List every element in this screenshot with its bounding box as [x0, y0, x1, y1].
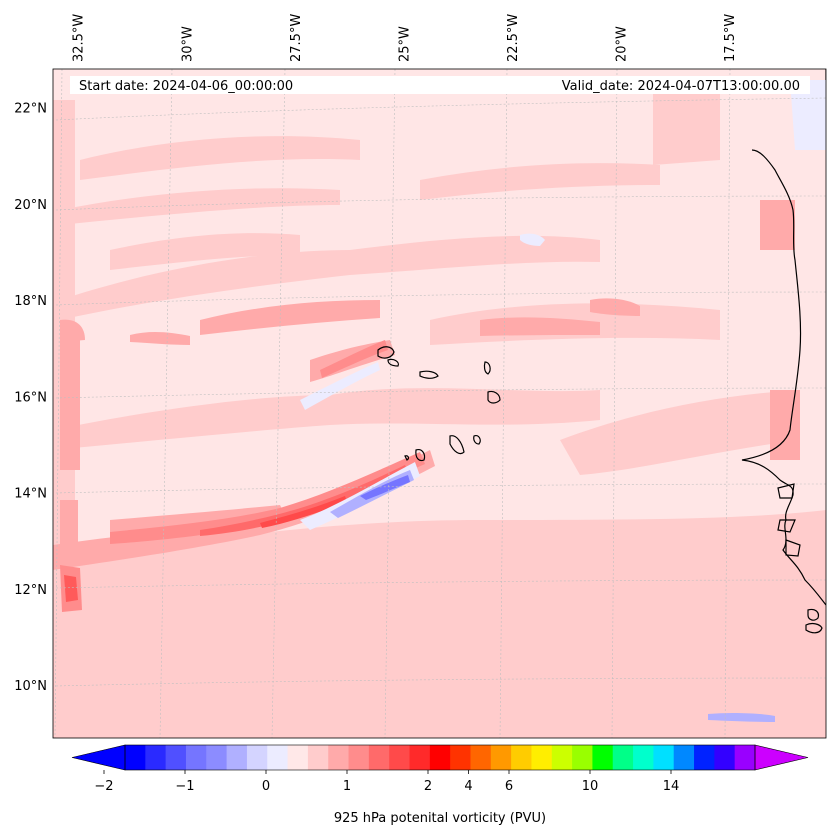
colorbar-swatch: [185, 745, 207, 770]
colorbar-swatch: [267, 745, 289, 770]
colorbar-tick-label: 10: [582, 779, 599, 794]
colorbar-swatch: [714, 745, 736, 770]
colorbar-swatch: [612, 745, 634, 770]
colorbar-label: 925 hPa potenital vorticity (PVU): [334, 811, 546, 826]
lon-tick-label: 20°W: [615, 26, 630, 62]
colorbar-swatch: [633, 745, 654, 770]
colorbar-tick-label: 2: [424, 779, 432, 794]
colorbar-swatch: [307, 745, 329, 770]
lat-tick-label: 10°N: [14, 679, 47, 694]
colorbar: −2 −1 0 1 2 4 6 10 14: [71, 744, 809, 794]
colorbar-swatch: [328, 745, 350, 770]
colorbar-swatch: [165, 745, 187, 770]
colorbar-swatch: [490, 745, 512, 770]
lon-tick-label: 30°W: [180, 26, 195, 62]
colorbar-swatch: [572, 745, 593, 770]
lon-tick-label: 25°W: [397, 26, 412, 62]
lat-tick-label: 20°N: [14, 198, 47, 213]
date-label-background: [70, 76, 810, 94]
colorbar-swatch: [673, 745, 695, 770]
colorbar-swatch: [246, 745, 268, 770]
colorbar-swatch: [734, 745, 756, 770]
colorbar-swatch: [287, 745, 309, 770]
lat-tick-label: 16°N: [14, 390, 47, 405]
lon-tick-label: 22.5°W: [506, 14, 521, 62]
colorbar-tick-label: −2: [94, 779, 113, 794]
colorbar-tick-label: 0: [262, 779, 270, 794]
colorbar-swatch: [531, 745, 553, 770]
lat-tick-label: 22°N: [14, 102, 47, 117]
colorbar-swatch: [511, 745, 532, 770]
graticule: [54, 69, 826, 738]
colorbar-under-extend: [71, 744, 126, 771]
colorbar-swatch: [450, 745, 471, 770]
colorbar-swatch: [653, 745, 675, 770]
colorbar-swatch: [592, 745, 614, 770]
map-frame: [52, 68, 827, 739]
start-date-label: Start date: 2024-04-06_00:00:00: [79, 79, 293, 94]
lon-tick-label: 32.5°W: [72, 14, 87, 62]
contour-light-pink: [53, 80, 826, 738]
contour-positive-band: [53, 340, 435, 612]
colorbar-tick-label: 4: [464, 779, 472, 794]
colorbar-tick-label: 6: [505, 779, 513, 794]
colorbar-swatch: [409, 745, 431, 770]
colorbar-tick-label: 1: [343, 779, 351, 794]
lon-tick-label: 17.5°W: [723, 14, 738, 62]
lat-tick-label: 18°N: [14, 294, 47, 309]
colorbar-tick-label: −1: [175, 779, 194, 794]
latitude-tick-labels: 22°N 20°N 18°N 16°N 14°N 12°N 10°N: [14, 102, 47, 695]
colorbar-swatch: [145, 745, 167, 770]
colorbar-swatch: [694, 745, 715, 770]
colorbar-swatch: [368, 745, 390, 770]
valid-date-label: Valid_date: 2024-04-07T13:00:00.00: [562, 79, 800, 94]
colorbar-swatch: [470, 745, 492, 770]
colorbar-tick-label: 14: [663, 779, 680, 794]
lat-tick-label: 12°N: [14, 583, 47, 598]
lat-tick-label: 14°N: [14, 487, 47, 502]
longitude-tick-labels: 32.5°W 30°W 27.5°W 25°W 22.5°W 20°W 17.5°W: [72, 14, 738, 62]
lon-tick-label: 27.5°W: [289, 14, 304, 62]
colorbar-swatch: [125, 745, 146, 770]
colorbar-frame: [124, 744, 756, 771]
contour-negative: [300, 80, 826, 722]
colorbar-swatch: [551, 745, 573, 770]
coastline: [377, 69, 826, 634]
map-area: [53, 69, 826, 738]
colorbar-swatch: [389, 745, 411, 770]
colorbar-swatch: [226, 745, 248, 770]
colorbar-swatch: [348, 745, 370, 770]
colorbar-swatch: [206, 745, 228, 770]
colorbar-swatch: [429, 745, 451, 770]
colorbar-over-extend: [754, 744, 809, 771]
